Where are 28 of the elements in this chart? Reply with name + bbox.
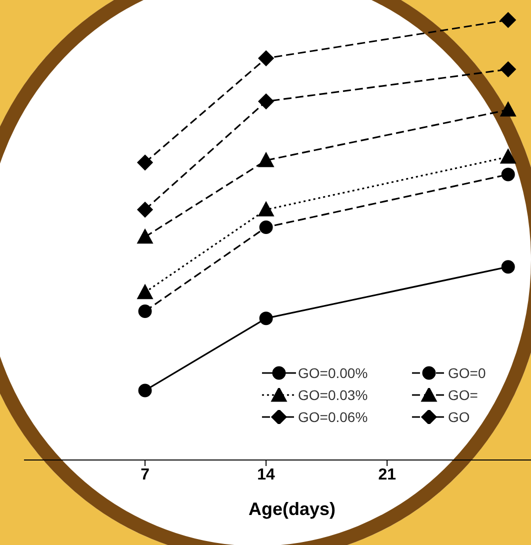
legend-label: GO=0.06%	[298, 409, 368, 425]
x-tick-label: 21	[378, 466, 396, 484]
point	[258, 50, 274, 66]
legend-label: GO	[448, 409, 470, 425]
point	[259, 312, 273, 326]
legend-label: GO=0.00%	[298, 365, 368, 381]
point	[258, 152, 274, 168]
point	[501, 260, 515, 274]
point	[500, 102, 516, 117]
point	[137, 284, 153, 300]
point	[501, 168, 515, 182]
point	[500, 12, 516, 28]
point	[258, 202, 274, 216]
legend-label: GO=0.03%	[298, 387, 368, 403]
x-axis-title: Age(days)	[248, 499, 336, 519]
legend-label: GO=0	[448, 365, 486, 381]
point	[500, 149, 516, 164]
point	[137, 202, 153, 218]
x-tick-label: 14	[257, 466, 276, 484]
legend-label: GO=	[448, 387, 478, 403]
point	[138, 304, 152, 318]
point	[137, 229, 153, 244]
point	[137, 154, 153, 170]
point	[138, 384, 152, 398]
x-tick-label: 7	[140, 466, 150, 484]
point	[500, 62, 516, 78]
point	[259, 220, 273, 234]
point	[258, 94, 274, 110]
